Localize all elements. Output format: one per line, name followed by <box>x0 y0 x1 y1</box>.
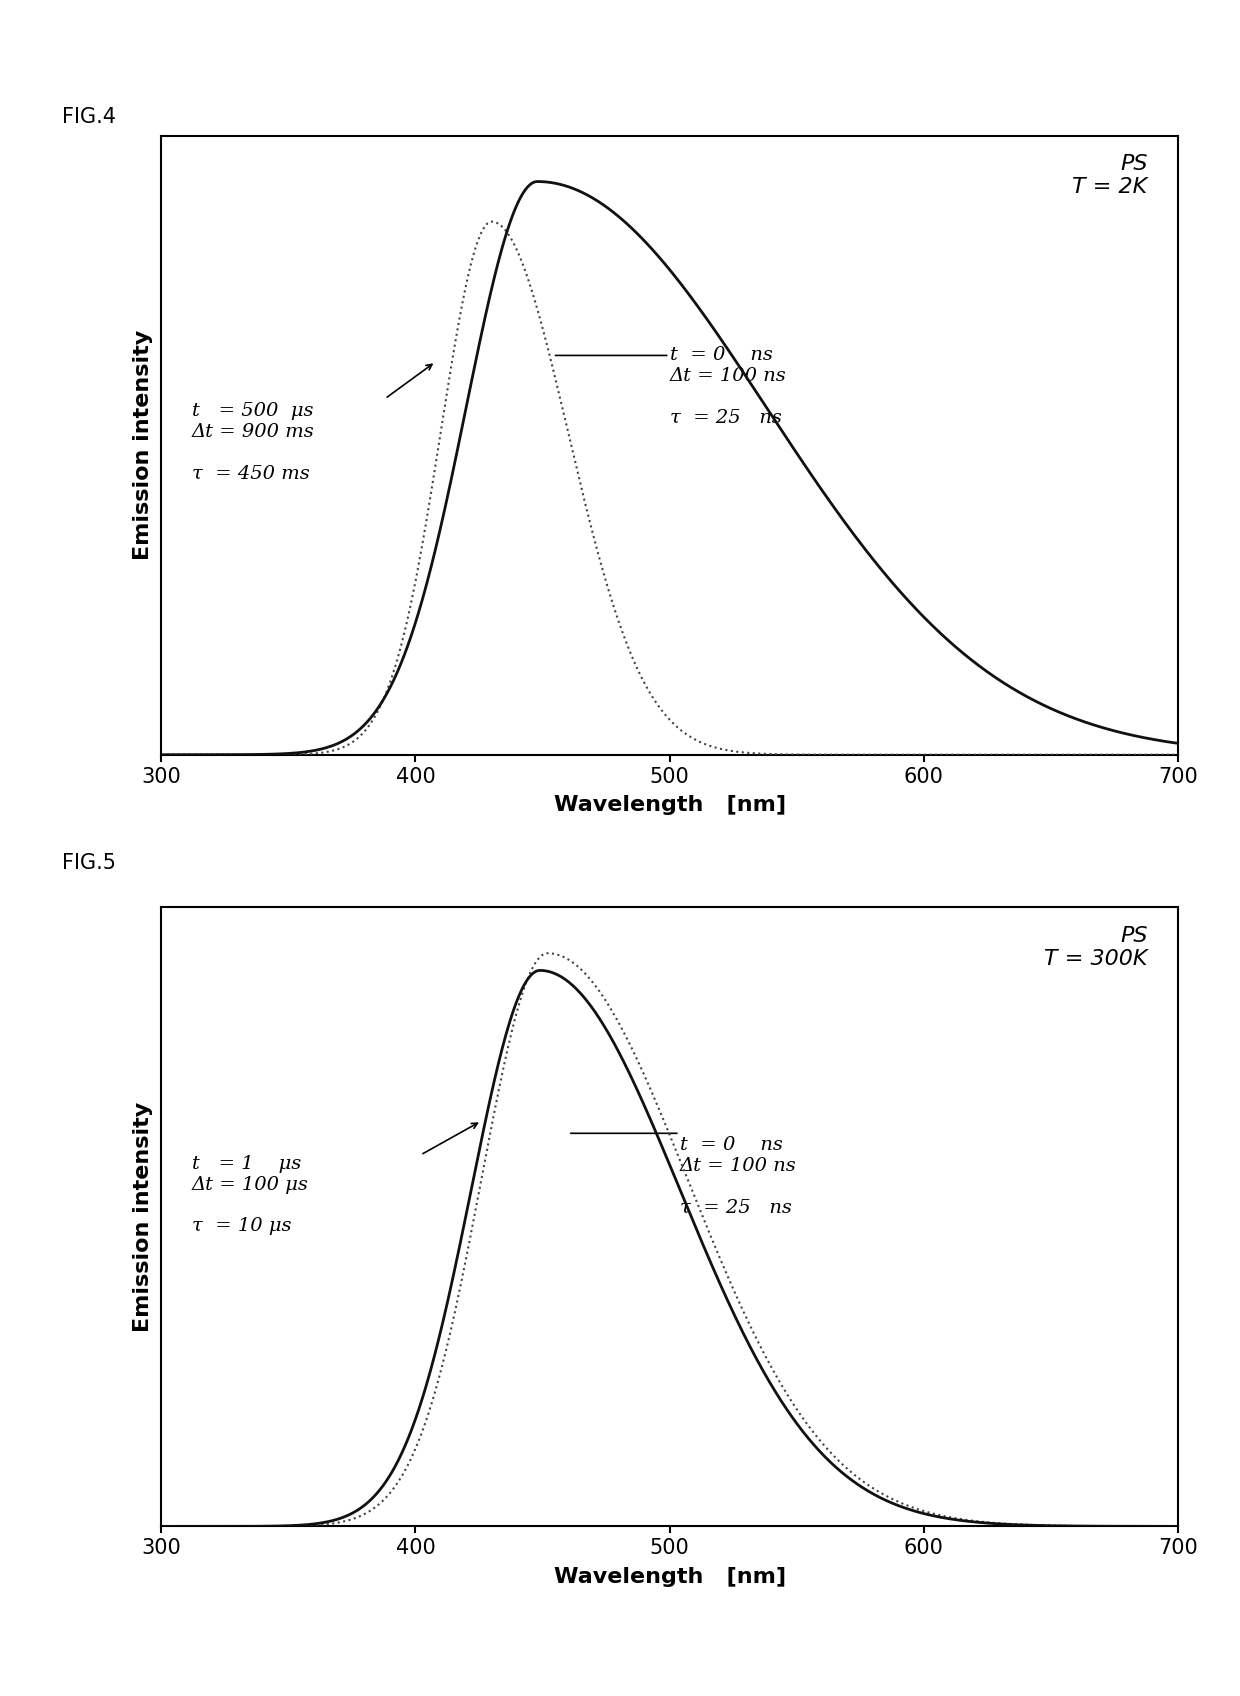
Text: PS
T = 300K: PS T = 300K <box>1044 926 1147 968</box>
X-axis label: Wavelength   [nm]: Wavelength [nm] <box>553 795 786 814</box>
Y-axis label: Emission intensity: Emission intensity <box>133 331 153 560</box>
Text: t   = 1    μs
Δt = 100 μs

τ  = 10 μs: t = 1 μs Δt = 100 μs τ = 10 μs <box>192 1155 309 1235</box>
Text: FIG.5: FIG.5 <box>62 853 117 873</box>
Text: PS
T = 2K: PS T = 2K <box>1073 154 1147 197</box>
Text: t  = 0    ns
Δt = 100 ns

τ  = 25   ns: t = 0 ns Δt = 100 ns τ = 25 ns <box>680 1136 796 1216</box>
Y-axis label: Emission intensity: Emission intensity <box>133 1102 153 1331</box>
Text: t   = 500  μs
Δt = 900 ms

τ  = 450 ms: t = 500 μs Δt = 900 ms τ = 450 ms <box>192 402 315 482</box>
Text: FIG.4: FIG.4 <box>62 107 117 127</box>
Text: t  = 0    ns
Δt = 100 ns

τ  = 25   ns: t = 0 ns Δt = 100 ns τ = 25 ns <box>670 346 786 427</box>
X-axis label: Wavelength   [nm]: Wavelength [nm] <box>553 1567 786 1586</box>
